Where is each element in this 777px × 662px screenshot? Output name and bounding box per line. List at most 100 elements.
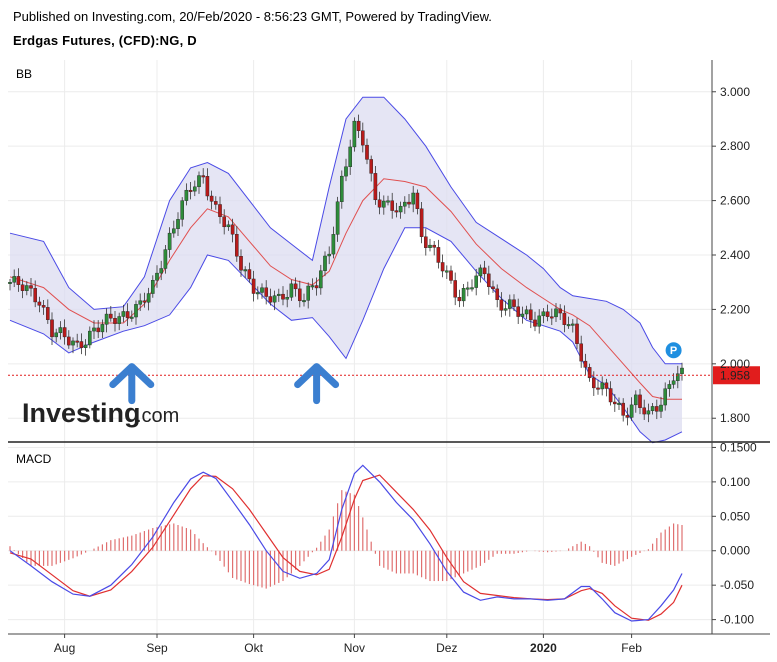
candle-body	[46, 307, 50, 320]
candle-body	[37, 301, 42, 306]
candle-body	[335, 201, 340, 235]
candle-body	[327, 253, 332, 257]
macd-panel-label: MACD	[16, 452, 52, 466]
candle-body	[260, 287, 264, 293]
candle-body	[264, 287, 269, 297]
candle-body	[205, 176, 210, 197]
candle-body	[445, 270, 449, 273]
candle-body	[604, 382, 609, 389]
candle-body	[474, 275, 479, 288]
candle-body	[373, 173, 378, 201]
candle-body	[407, 201, 411, 205]
candle-body	[184, 189, 189, 201]
last-price-badge	[713, 366, 760, 385]
candle-body	[520, 313, 525, 317]
candle-body	[150, 279, 155, 294]
candle-body	[121, 311, 126, 317]
upper-band-line	[9, 96, 682, 365]
candle-body	[192, 186, 197, 192]
candle-body	[71, 340, 75, 346]
bb-panel-label: BB	[16, 67, 32, 81]
investing-logo: Investing .com	[22, 398, 179, 428]
macd-line	[9, 464, 683, 622]
candle-body	[487, 273, 491, 287]
signal-line	[9, 474, 683, 621]
candle-body	[171, 228, 176, 234]
candle-body	[104, 313, 109, 325]
time-tick-label: Nov	[344, 641, 365, 655]
candle-body	[386, 200, 390, 203]
candle-body	[369, 159, 374, 174]
time-tick-label: Okt	[244, 641, 263, 655]
candle-body	[314, 285, 319, 289]
candle-body	[613, 401, 617, 405]
candle-body	[361, 130, 365, 146]
candle-body	[680, 367, 684, 374]
candle-body	[411, 192, 416, 205]
candle-body	[424, 236, 428, 248]
candle-body	[629, 404, 634, 418]
candle-body	[66, 336, 71, 346]
candle-body	[159, 268, 164, 274]
candle-body	[79, 341, 84, 348]
candle-body	[234, 234, 239, 257]
candle-body	[592, 377, 596, 389]
candle-body	[365, 144, 369, 160]
candle-body	[188, 189, 193, 192]
candle-body	[272, 295, 277, 303]
candle-body	[415, 192, 420, 209]
candle-body	[562, 312, 567, 325]
candle-body	[92, 327, 96, 332]
candle-body	[352, 120, 357, 148]
candle-body	[58, 327, 63, 334]
candle-body	[499, 299, 504, 311]
candle-body	[218, 204, 222, 217]
candle-body	[642, 407, 646, 415]
candle-body	[638, 394, 642, 408]
candle-body	[634, 394, 638, 406]
candle-body	[671, 380, 676, 385]
candle-body	[50, 319, 54, 338]
candle-body	[310, 285, 315, 288]
candle-body	[167, 232, 172, 250]
candle-body	[197, 175, 201, 188]
candle-body	[62, 327, 67, 338]
axes: 3.000 2.800 2.600 2.400 2.200 2.000 1.800 0.150…	[54, 85, 757, 655]
arrow-up-icon	[294, 363, 340, 405]
candle-body	[575, 323, 579, 344]
candle-body	[33, 288, 37, 303]
candle-body	[646, 410, 651, 415]
candle-body	[268, 296, 273, 303]
candle-body	[226, 224, 231, 228]
candle-body	[142, 300, 147, 303]
pin-label: P	[670, 345, 677, 357]
candle-body	[663, 388, 667, 406]
candle-body	[8, 282, 12, 284]
published-note: Published on Investing.com, 20/Feb/2020 …	[13, 9, 492, 24]
candle-body	[155, 272, 159, 281]
candle-body	[650, 406, 655, 411]
pin-icon: P	[665, 342, 682, 359]
price-tick-label: 2.000	[720, 357, 750, 371]
candle-body	[201, 175, 206, 178]
candle-body	[428, 244, 432, 248]
candle-body	[285, 297, 290, 300]
candle-body	[12, 276, 17, 283]
candle-body	[129, 316, 134, 319]
macd-panel	[8, 442, 712, 634]
candle-body	[516, 306, 520, 317]
candle-body	[466, 287, 470, 290]
candle-body	[146, 293, 151, 303]
candle-body	[247, 269, 252, 280]
candle-body	[453, 280, 458, 298]
candle-body	[596, 387, 600, 390]
candle-body	[180, 200, 185, 220]
candle-body	[482, 267, 487, 275]
candle-body	[440, 262, 445, 272]
candle-body	[293, 283, 298, 290]
time-tick-label: Dez	[436, 641, 457, 655]
candle-body	[16, 276, 21, 285]
candle-body	[306, 285, 311, 301]
logo-main: Investing	[22, 398, 141, 428]
